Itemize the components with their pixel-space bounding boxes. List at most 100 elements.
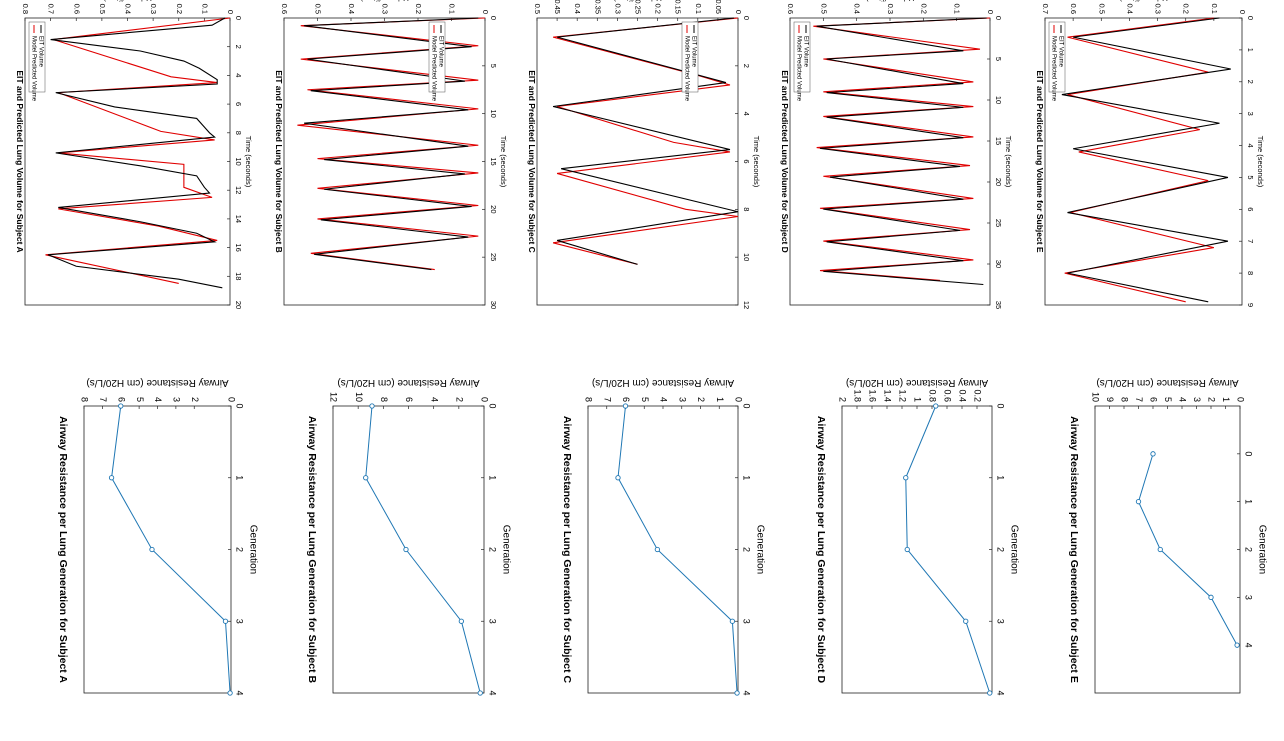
time-tick-label: 15	[489, 157, 498, 165]
value-tick-label: 0.3	[149, 4, 158, 14]
chart-title: Airway Resistance per Lung Generation fo…	[561, 416, 573, 684]
value-tick-label: 0.3	[613, 4, 622, 14]
value-tick-label: 0.1	[1210, 4, 1219, 14]
value-axis-label: Volume (liters)	[613, 0, 661, 3]
plot-frame	[587, 405, 739, 694]
value-tick-label: 8	[1120, 397, 1130, 402]
data-point	[227, 690, 233, 696]
value-tick-label: 0.6	[943, 389, 953, 402]
time-tick-label: 0	[235, 403, 245, 408]
legend-label: Model Predicted Volume	[683, 36, 689, 102]
value-axis-label: Volume (liters)	[1119, 0, 1167, 3]
value-tick-label: 0.5	[314, 4, 323, 14]
chart-panel: 0 0.1 0.2 0.3 0.4 0.5 0.6 0.7 0 1 2 3 4 5 6 7 8 9 EIT and …	[1035, 0, 1265, 307]
value-tick-label: 4	[659, 397, 669, 402]
time-tick-label: 20	[489, 205, 498, 213]
value-tick-label: 0.2	[414, 4, 423, 14]
series-line	[552, 17, 739, 265]
plot-frame	[24, 17, 231, 306]
data-point	[654, 546, 661, 553]
series-line	[47, 17, 226, 289]
legend: Model Predicted Volume EIT Volume	[793, 21, 811, 102]
data-point	[615, 475, 621, 481]
value-tick-label: 0.05	[714, 0, 723, 14]
value-axis-label: Airway Resistance (cm H20/L/s)	[592, 377, 734, 388]
value-tick-label: 0.4	[573, 4, 582, 14]
time-tick-label: 0	[996, 403, 1006, 408]
value-tick-label: 0	[1236, 397, 1246, 402]
time-tick-label: 10	[489, 109, 498, 117]
time-tick-label: 18	[234, 272, 243, 280]
data-point	[963, 618, 969, 624]
time-tick-label: 3	[488, 619, 498, 624]
value-axis-label: Airway Resistance (cm H20/L/s)	[337, 377, 479, 388]
data-point	[222, 618, 229, 624]
time-tick-label: 4	[742, 112, 751, 116]
time-axis-label: Generation	[1008, 525, 1019, 574]
time-tick-label: 6	[1246, 207, 1255, 211]
time-tick-label: 4	[488, 690, 498, 695]
time-tick-label: 1	[235, 475, 245, 480]
value-tick-label: 1.2	[898, 389, 908, 402]
time-tick-label: 0	[234, 16, 243, 20]
value-tick-label: 8	[584, 397, 594, 402]
time-tick-label: 4	[742, 690, 752, 695]
time-tick-label: 9	[1246, 303, 1255, 307]
series-line	[1061, 17, 1231, 303]
time-tick-label: 6	[742, 159, 751, 163]
chart-title: EIT and Predicted Lung Volume for Subjec…	[1035, 70, 1045, 252]
time-tick-label: 3	[996, 619, 1006, 624]
series-line	[813, 17, 991, 281]
value-tick-label: 7	[1134, 397, 1144, 402]
legend-box	[793, 21, 811, 93]
series-line	[45, 17, 231, 285]
value-tick-label: 2	[1207, 397, 1217, 402]
time-tick-label: 5	[489, 64, 498, 68]
time-tick-label: 0	[1246, 16, 1255, 20]
time-tick-label: 2	[488, 547, 498, 552]
value-tick-label: 1.4	[883, 389, 893, 402]
time-tick-label: 25	[994, 219, 1003, 227]
value-tick-label: 0.5	[533, 4, 542, 14]
legend-label: Model Predicted Volume	[795, 36, 801, 102]
legend-box	[428, 21, 446, 93]
time-tick-label: 3	[235, 619, 245, 624]
value-tick-label: 8	[379, 397, 389, 402]
time-axis-label: Time (seconds)	[1256, 136, 1265, 188]
value-tick-label: 0.2	[973, 389, 983, 402]
value-tick-label: 10	[354, 392, 364, 402]
time-tick-label: 2	[742, 64, 751, 68]
value-tick-label: 6	[1149, 397, 1159, 402]
value-tick-label: 6	[621, 397, 631, 402]
value-tick-label: 0	[227, 397, 237, 402]
value-tick-label: 0	[480, 397, 490, 402]
value-tick-label: 12	[329, 392, 339, 402]
data-point	[1157, 546, 1163, 553]
value-tick-label: 0.5	[819, 4, 828, 14]
value-tick-label: 0.8	[21, 4, 30, 14]
series-line	[304, 17, 479, 271]
value-tick-label: 1	[1221, 397, 1231, 402]
time-tick-label: 2	[1244, 547, 1254, 552]
value-tick-label: 0.1	[200, 4, 209, 14]
data-point	[1135, 499, 1142, 505]
plot-frame	[83, 405, 232, 694]
time-tick-label: 3	[1246, 112, 1255, 116]
legend-label: EIT Volume	[437, 36, 443, 68]
value-tick-label: 4	[1178, 397, 1188, 402]
chart-title: Airway Resistance per Lung Generation fo…	[306, 416, 318, 684]
data-point	[369, 403, 375, 409]
chart-panel: 0.2 0.4 0.6 0.8 1 1.2 1.4 1.6 1.8 2 0 1 2 3 4 Airway Re…	[815, 377, 1019, 696]
value-tick-label: 4	[153, 397, 163, 402]
value-tick-label: 2	[190, 397, 200, 402]
time-tick-label: 4	[235, 690, 245, 695]
time-tick-label: 10	[234, 157, 243, 165]
time-axis-label: Generation	[754, 525, 765, 574]
chart-panel: 0 0.05 0.1 0.15 0.2 0.25 0.3 0.35 0.4 0.45 0.5 0 2 4 6…	[527, 0, 761, 309]
value-tick-label: 6	[116, 397, 126, 402]
time-axis-label: Time (seconds)	[499, 136, 508, 188]
time-tick-label: 2	[1246, 80, 1255, 84]
value-tick-label: 0.6	[1069, 4, 1078, 14]
value-tick-label: 5	[640, 397, 650, 402]
value-tick-label: 6	[404, 397, 414, 402]
